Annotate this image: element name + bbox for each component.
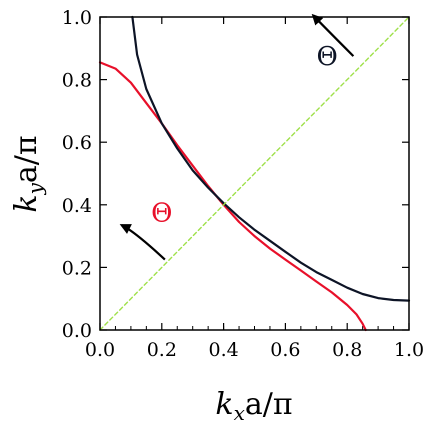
y-tick-label: 0.2 — [62, 257, 92, 279]
y-tick-label: 0.0 — [62, 320, 92, 342]
series-line-2 — [99, 16, 410, 331]
x-axis-label: kxa/π — [215, 387, 292, 425]
y-tick-label: 0.8 — [62, 70, 92, 92]
x-tick-label: 1.0 — [394, 339, 424, 361]
series-line-1 — [131, 15, 411, 302]
tick-layer: 0.0 0.2 0.4 0.6 0.8 1.0 0.0 0.2 0.4 0.6 0.8 1.0 — [62, 7, 424, 361]
y-axis-label: kya/π — [9, 135, 47, 212]
theta-annotation: Θ — [151, 199, 172, 229]
y-tick-label: 1.0 — [62, 7, 92, 29]
curved-arrow — [119, 224, 166, 261]
y-tick-label: 0.6 — [62, 132, 92, 154]
x-tick-label: 0.4 — [208, 339, 238, 361]
theta-annotation: Θ — [316, 42, 337, 72]
x-tick-label: 0.0 — [85, 339, 115, 361]
annotation-layer: ΘΘ — [119, 13, 355, 261]
series-line-0 — [98, 61, 367, 332]
x-tick-label: 0.6 — [270, 339, 300, 361]
series-layer — [98, 15, 411, 332]
x-tick-label: 0.2 — [147, 339, 177, 361]
plot-frame — [99, 16, 410, 331]
y-tick-label: 0.4 — [62, 195, 92, 217]
x-tick-label: 0.8 — [332, 339, 362, 361]
